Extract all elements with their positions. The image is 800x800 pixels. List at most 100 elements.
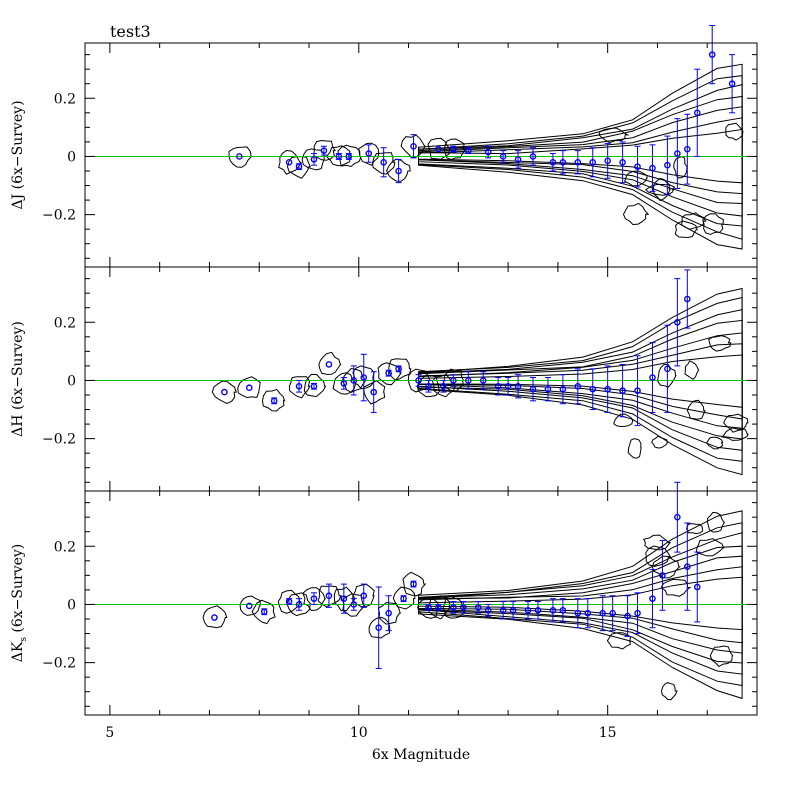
contour-blob (407, 368, 431, 393)
data-point (499, 150, 507, 163)
data-point (360, 353, 368, 402)
contour-blob (358, 142, 380, 166)
data-point (310, 382, 318, 390)
data-point (310, 153, 318, 166)
point-marker (499, 153, 507, 160)
contour-level (418, 510, 743, 700)
contour-blob (725, 122, 744, 141)
data-point (380, 147, 387, 178)
point-marker (619, 387, 626, 394)
data-point (684, 269, 691, 329)
point-marker (674, 513, 681, 521)
y-tick-label: 0.2 (54, 91, 76, 107)
point-marker (684, 145, 691, 153)
contour-blob (202, 605, 228, 629)
point-marker (649, 374, 656, 381)
contour-level (418, 117, 743, 195)
data-point (484, 145, 492, 159)
contour-level (418, 576, 743, 631)
data-point (440, 379, 447, 393)
point-marker (395, 167, 402, 175)
y-axis-label-prefix: ΔJ (10, 194, 26, 210)
point-marker (400, 595, 407, 602)
contour-blob (277, 589, 302, 614)
y-tick-label: −0.2 (42, 432, 76, 448)
y-tick-label: −0.2 (42, 208, 76, 224)
data-point (474, 601, 482, 614)
contour-blob (598, 127, 630, 144)
data-point (479, 371, 487, 390)
data-point (435, 603, 442, 611)
contour-blob (372, 152, 396, 175)
point-marker (549, 158, 557, 166)
contour-blob (278, 149, 302, 175)
data-point (693, 551, 701, 623)
point-marker (350, 377, 358, 384)
panel-2: −0.2 0 0.2 ΔH (6x−Survey) (10, 266, 758, 492)
point-marker (589, 385, 597, 393)
point-marker (270, 397, 278, 405)
data-point (529, 377, 537, 402)
contour-blob (301, 148, 325, 171)
point-marker (310, 156, 318, 163)
data-point (320, 145, 328, 156)
point-marker (474, 604, 482, 611)
point-marker (450, 604, 457, 611)
point-marker (310, 595, 318, 602)
contour-blob (721, 427, 749, 441)
data-point (549, 598, 557, 623)
data-point (295, 598, 303, 611)
data-point (425, 379, 432, 393)
data-point (549, 153, 557, 172)
contour-blob (392, 586, 416, 610)
data-point (221, 388, 228, 396)
point-marker (514, 382, 522, 390)
point-marker (549, 606, 557, 614)
contour-level (418, 343, 743, 420)
point-marker (360, 374, 368, 381)
data-point (604, 365, 611, 413)
point-marker (410, 580, 417, 588)
data-point (310, 592, 318, 605)
point-marker (295, 601, 303, 608)
contour-blob (237, 376, 261, 399)
data-point (464, 371, 472, 390)
data-point (609, 595, 616, 632)
contour-level (418, 63, 743, 250)
data-point (619, 141, 626, 184)
point-marker (340, 380, 348, 387)
point-marker (385, 369, 392, 377)
contour-blob (211, 380, 238, 405)
plot-frame (84, 42, 758, 268)
point-marker (684, 295, 691, 303)
point-marker (464, 147, 472, 154)
point-marker (499, 606, 507, 614)
data-point (295, 379, 303, 393)
data-point (345, 153, 353, 160)
y-axis-label: ΔKs (6x−Survey) (10, 544, 29, 663)
point-marker (559, 158, 567, 166)
data-point (574, 598, 582, 629)
data-point (385, 369, 392, 377)
point-marker (619, 158, 626, 166)
data-point (375, 586, 382, 669)
y-tick-label: −0.2 (42, 656, 76, 672)
point-marker (450, 377, 457, 384)
point-marker (365, 150, 373, 157)
contour-blob (684, 360, 700, 380)
point-marker (221, 388, 228, 396)
data-point (415, 374, 422, 387)
x-tick-label: 5 (105, 725, 114, 741)
data-point (559, 374, 567, 405)
point-marker (325, 361, 333, 368)
point-marker (245, 602, 253, 610)
contour-blob (302, 587, 327, 612)
contour-blob (400, 134, 426, 158)
data-point (499, 601, 507, 620)
point-marker (504, 382, 512, 390)
point-marker (295, 163, 303, 170)
data-point (245, 384, 253, 392)
y-tick-label: 0.2 (54, 539, 76, 555)
contour-blob (680, 212, 707, 230)
contour-blob (645, 545, 672, 567)
